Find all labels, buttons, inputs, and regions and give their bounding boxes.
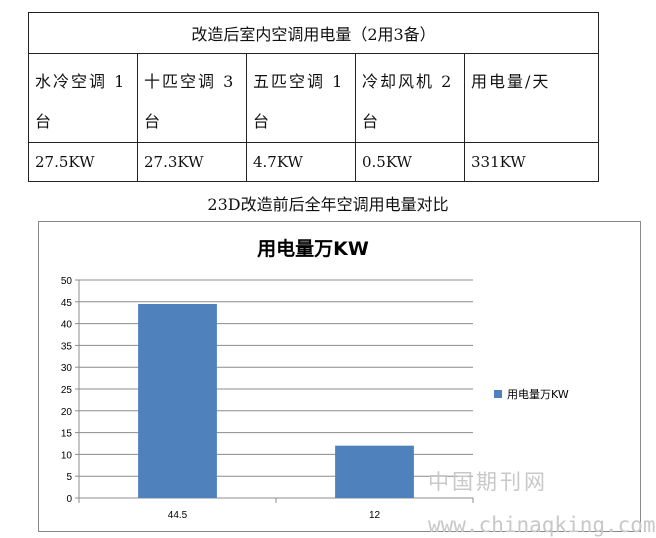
chart-title: 用电量万KW	[257, 237, 369, 260]
table-title: 改造后室内空调用电量（2用3备）	[28, 12, 599, 54]
y-tick-label: 5	[66, 472, 72, 483]
bar	[335, 445, 414, 498]
watermark-cn: 中国期刊网	[428, 470, 548, 494]
header-line: 水冷空调 1	[35, 72, 127, 91]
header-line: 台	[253, 112, 272, 131]
y-tick-label: 10	[61, 450, 73, 461]
value-cell: 331KW	[464, 142, 599, 182]
header-line: 台	[35, 112, 54, 131]
y-tick-label: 45	[61, 298, 73, 309]
header-line: 五匹空调 1	[253, 72, 345, 91]
header-line: 冷却风机 2	[362, 72, 454, 91]
bar	[138, 303, 217, 498]
y-tick-label: 25	[61, 385, 73, 396]
power-table: 改造后室内空调用电量（2用3备） 水冷空调 1 台 十匹空调 3 台 五匹空调 1 台…	[28, 12, 599, 182]
legend-label: 用电量万KW	[507, 388, 569, 401]
y-tick-label: 15	[61, 429, 73, 440]
header-ten-hp-ac: 十匹空调 3 台	[137, 53, 247, 143]
value-cell: 4.7KW	[246, 142, 356, 182]
x-tick-label: 12	[369, 510, 381, 521]
y-tick-label: 20	[61, 407, 73, 418]
y-tick-label: 40	[61, 320, 73, 331]
header-line: 用电量/天	[471, 72, 551, 91]
y-tick-label: 30	[61, 363, 73, 374]
value-cell: 0.5KW	[355, 142, 465, 182]
legend-swatch	[494, 390, 502, 398]
header-five-hp-ac: 五匹空调 1 台	[246, 53, 356, 143]
watermark-url: www.chinaqking.com	[428, 513, 656, 537]
y-tick-label: 35	[61, 341, 73, 352]
value-cell: 27.5KW	[28, 142, 138, 182]
header-line: 台	[362, 112, 381, 131]
header-line: 台	[144, 112, 163, 131]
chart-caption: 23D改造前后全年空调用电量对比	[207, 195, 449, 214]
chart-canvas: 用电量万KW 0 5 10 15 20 25 30 35 40 45 50 44.5 12 用电量万KW	[61, 237, 569, 521]
bar-chart: 用电量万KW 0 5 10 15 20 25 30 35 40 45 50 44.5 12 用电量万KW	[38, 221, 641, 532]
header-daily-usage: 用电量/天	[464, 53, 599, 143]
value-cell: 27.3KW	[137, 142, 247, 182]
header-line: 十匹空调 3	[144, 72, 236, 91]
header-cooling-fan: 冷却风机 2 台	[355, 53, 465, 143]
header-water-cooled-ac: 水冷空调 1 台	[28, 53, 138, 143]
y-tick-label: 50	[61, 276, 73, 287]
y-tick-label: 0	[66, 494, 72, 505]
x-tick-label: 44.5	[168, 510, 188, 521]
